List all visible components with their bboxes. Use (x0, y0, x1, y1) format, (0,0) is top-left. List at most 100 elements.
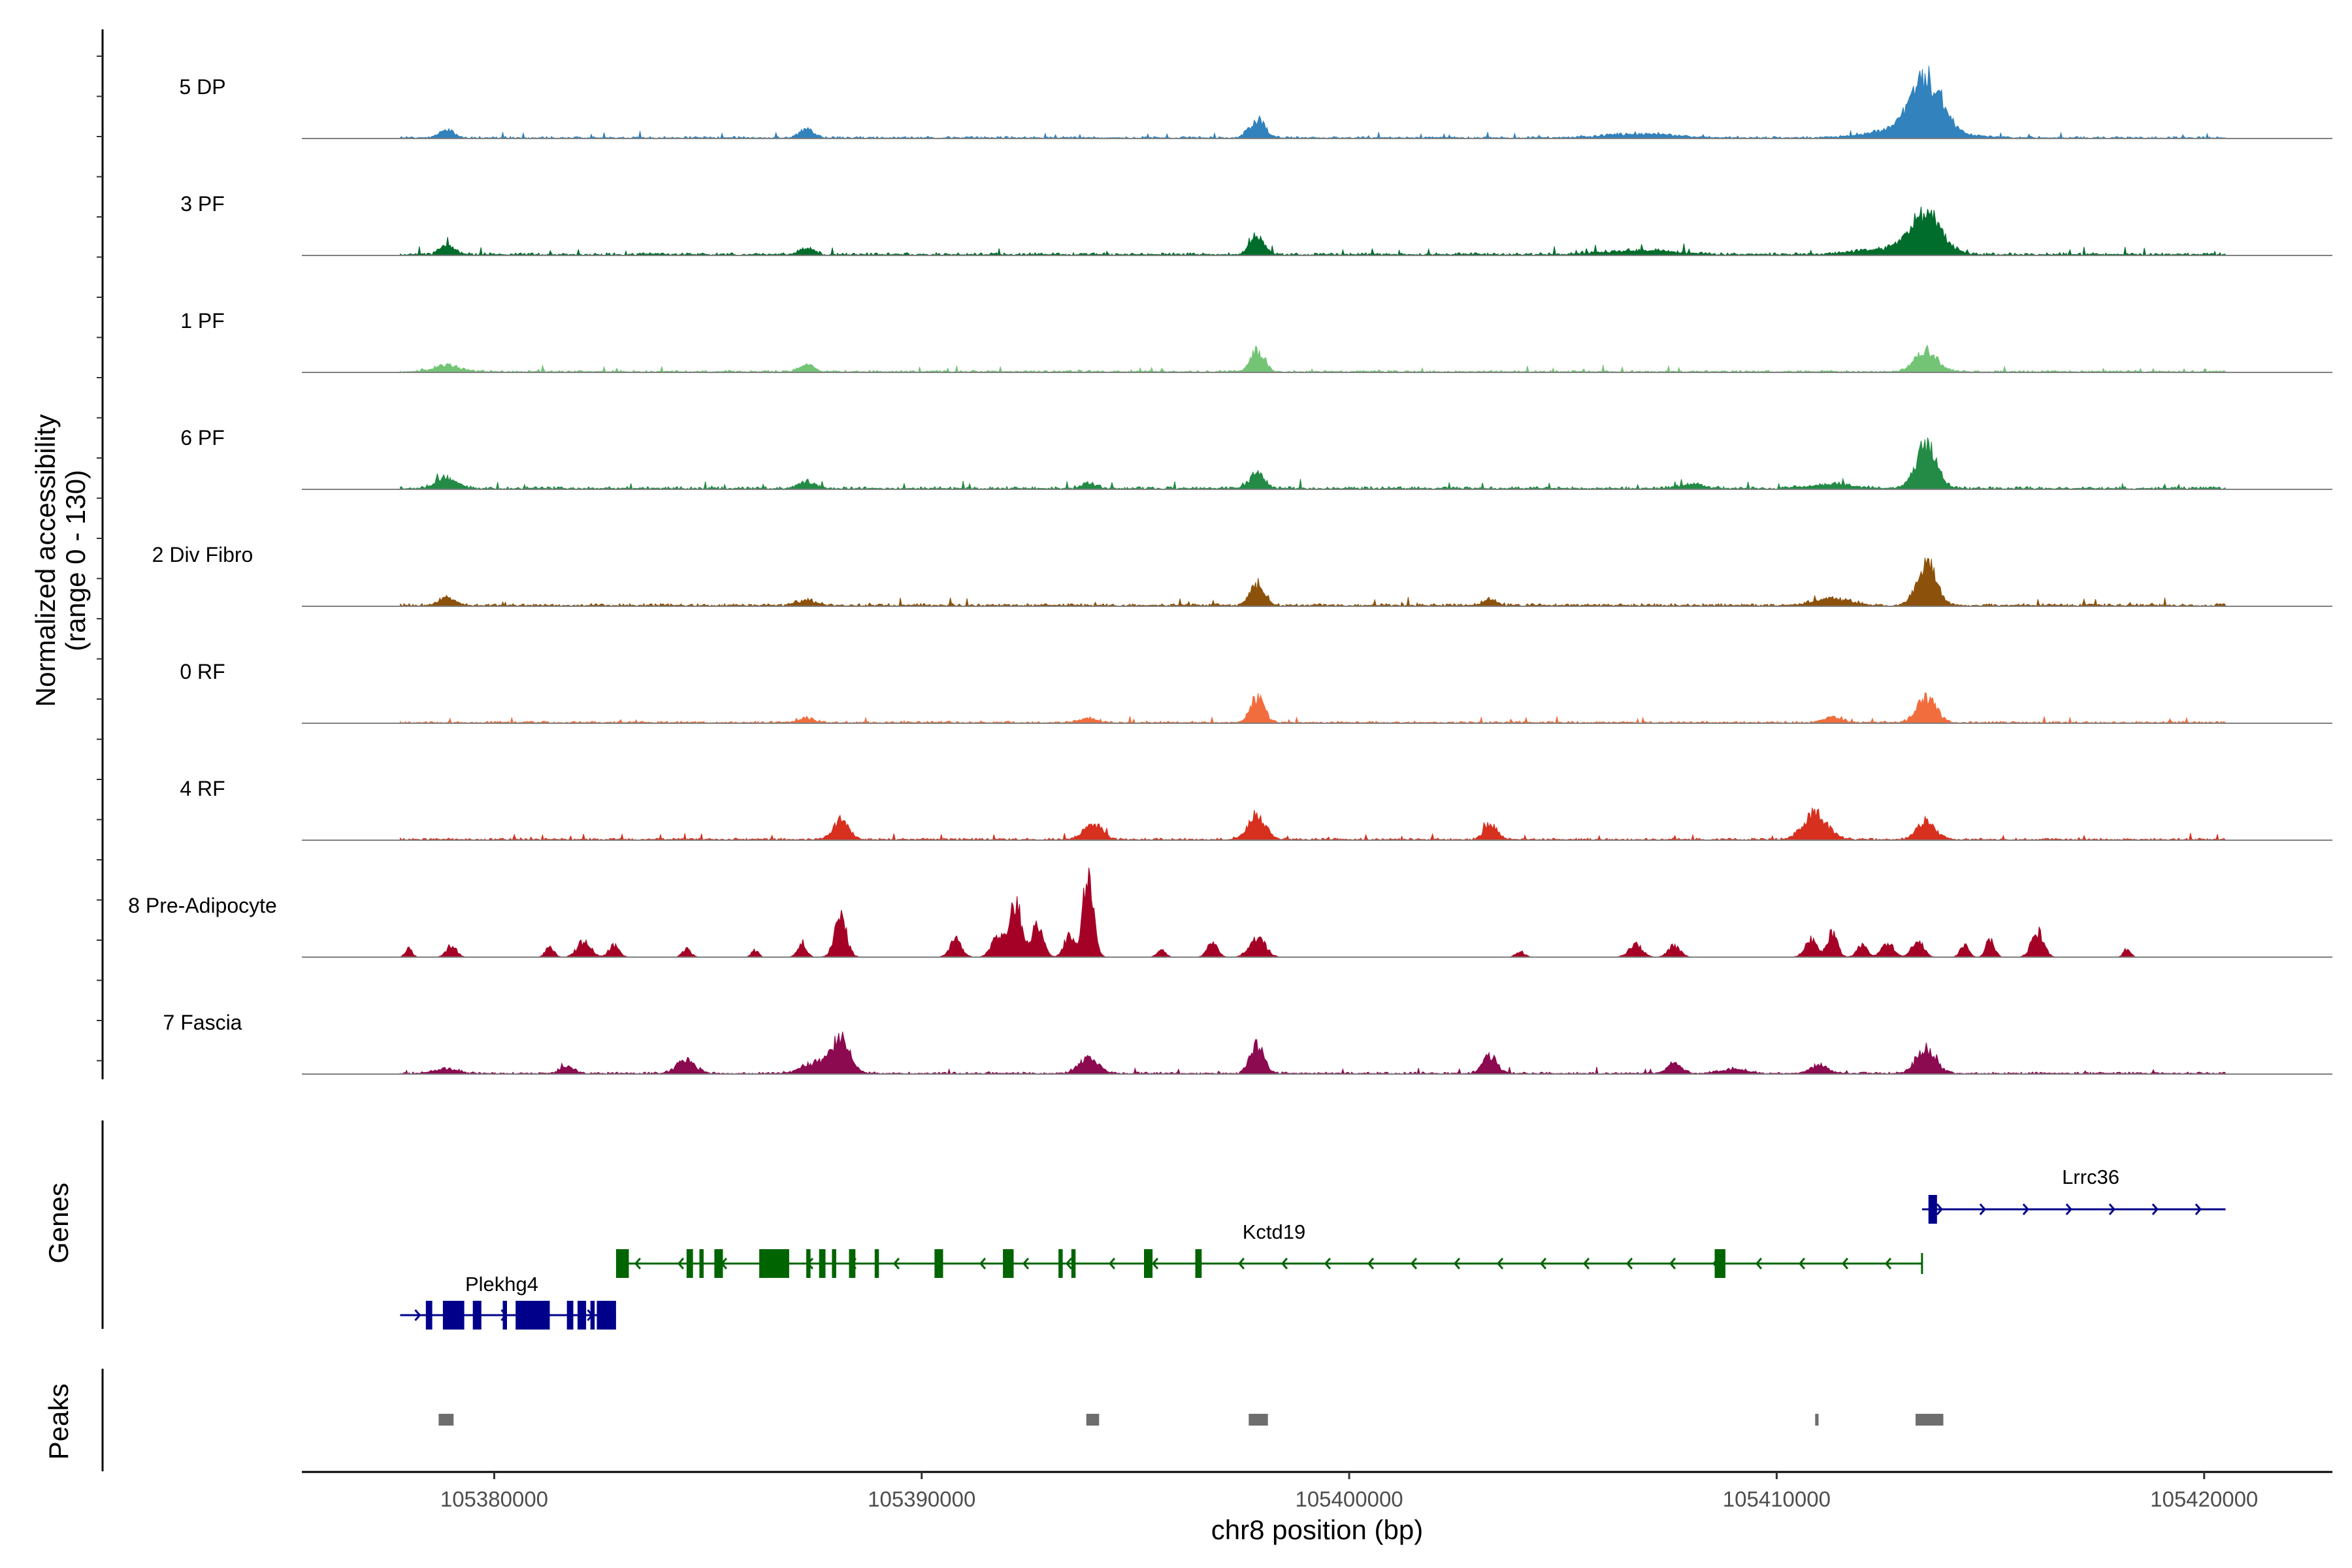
strand-arrow (1324, 1258, 1331, 1269)
strand-arrow (1841, 1258, 1849, 1269)
peaks-axis-title: Peaks (43, 1384, 74, 1460)
track-6-pf: 6 PF (180, 426, 2332, 491)
coverage-area (400, 557, 2227, 608)
exon (472, 1301, 482, 1330)
strand-arrow (1582, 1258, 1590, 1269)
strand-arrow (1022, 1258, 1030, 1269)
gene-annotation-track: Plekhg4 Kctd19 Lrrc36 (400, 1166, 2226, 1330)
exon (502, 1301, 507, 1330)
strand-arrow (634, 1258, 642, 1269)
exon (615, 1249, 629, 1278)
strand-arrow (1410, 1258, 1418, 1269)
exon (849, 1249, 856, 1278)
track-4-rf: 4 RF (180, 777, 2332, 841)
exon (832, 1249, 836, 1278)
strand-arrow (1065, 1258, 1073, 1269)
track-label: 6 PF (180, 426, 225, 449)
strand-arrow (1367, 1258, 1375, 1269)
coverage-area (400, 808, 2227, 841)
exon (699, 1249, 704, 1278)
exon (578, 1301, 587, 1330)
track-label: 0 RF (180, 660, 225, 683)
peaks-track (438, 1414, 1944, 1426)
peak-region (1086, 1414, 1100, 1426)
track-7-fascia: 7 Fascia (163, 1011, 2332, 1075)
strand-arrow (1539, 1258, 1547, 1269)
strand-arrow (1237, 1258, 1245, 1269)
strand-arrow (1151, 1258, 1159, 1269)
strand-arrow (2151, 1203, 2159, 1215)
strand-arrow (2022, 1203, 2029, 1215)
track-label: 1 PF (180, 309, 225, 333)
track-8-pre-adipocyte: 8 Pre-Adipocyte (128, 868, 2332, 958)
strand-arrow (677, 1258, 685, 1269)
strand-arrow (1281, 1258, 1288, 1269)
strand-arrow (1884, 1258, 1892, 1269)
exon (596, 1301, 616, 1330)
exon (1144, 1249, 1153, 1278)
strand-arrow (1979, 1203, 1986, 1215)
exon (1195, 1249, 1202, 1278)
exon (1003, 1249, 1014, 1278)
exon (590, 1301, 595, 1330)
track-1-pf: 1 PF (180, 309, 2332, 374)
coverage-area (400, 1032, 2227, 1075)
exon (714, 1249, 723, 1278)
gene-lrrc36: Lrrc36 (1921, 1166, 2226, 1224)
gene-plekhg4: Plekhg4 (400, 1273, 616, 1330)
strand-arrow (1453, 1258, 1461, 1269)
coverage-area (400, 65, 2227, 139)
genes-axis-title: Genes (43, 1183, 74, 1264)
track-0-rf: 0 RF (180, 660, 2332, 724)
exon (1928, 1195, 1937, 1224)
exon (759, 1249, 789, 1278)
coverage-area (400, 692, 2227, 724)
x-tick-label: 105390000 (868, 1487, 975, 1511)
gene-label: Lrrc36 (2062, 1166, 2119, 1188)
track-label: 2 Div Fibro (152, 543, 253, 566)
coverage-area (400, 437, 2227, 491)
exon (819, 1249, 826, 1278)
axes: Normalized accessibility (range 0 - 130)… (30, 29, 2332, 1545)
exon (1714, 1249, 1725, 1278)
strand-arrow (2195, 1203, 2202, 1215)
gene-kctd19: Kctd19 (615, 1220, 1923, 1278)
exon (806, 1249, 811, 1278)
exon (934, 1249, 943, 1278)
exon (442, 1301, 465, 1330)
strand-arrow (1755, 1258, 1763, 1269)
y-axis-title-line2: (range 0 - 130) (60, 470, 91, 651)
peak-region (438, 1414, 454, 1426)
x-tick-label: 105380000 (440, 1487, 548, 1511)
track-label: 3 PF (180, 192, 225, 216)
track-label: 8 Pre-Adipocyte (128, 894, 277, 917)
strand-arrow (1669, 1258, 1676, 1269)
gene-label: Plekhg4 (465, 1273, 538, 1296)
peak-region (1916, 1414, 1944, 1426)
strand-arrow (1798, 1258, 1806, 1269)
exon (1071, 1249, 1076, 1278)
exon (874, 1249, 879, 1278)
coverage-area (400, 206, 2227, 257)
track-label: 7 Fascia (163, 1011, 242, 1034)
x-tick-label: 105410000 (1723, 1487, 1831, 1511)
strand-arrow (892, 1258, 900, 1269)
exon (425, 1301, 433, 1330)
coverage-tracks: 5 DP 3 PF 1 PF 6 PF 2 Div Fibro 0 RF 4 RF 8 Pre… (128, 65, 2332, 1075)
x-axis-title: chr8 position (bp) (1211, 1514, 1424, 1545)
peak-region (1249, 1414, 1268, 1426)
exon (686, 1249, 693, 1278)
x-tick-label: 105420000 (2150, 1487, 2258, 1511)
track-5-dp: 5 DP (179, 65, 2332, 139)
strand-arrow (979, 1258, 987, 1269)
strand-arrow (1108, 1258, 1116, 1269)
strand-arrow (1936, 1203, 1943, 1215)
peak-region (1815, 1414, 1819, 1426)
y-axis-title-line1: Normalized accessibility (30, 414, 61, 707)
track-3-pf: 3 PF (180, 192, 2332, 257)
strand-arrow (1496, 1258, 1504, 1269)
coverage-area (400, 344, 2227, 374)
exon (1058, 1249, 1063, 1278)
strand-arrow (2065, 1203, 2072, 1215)
